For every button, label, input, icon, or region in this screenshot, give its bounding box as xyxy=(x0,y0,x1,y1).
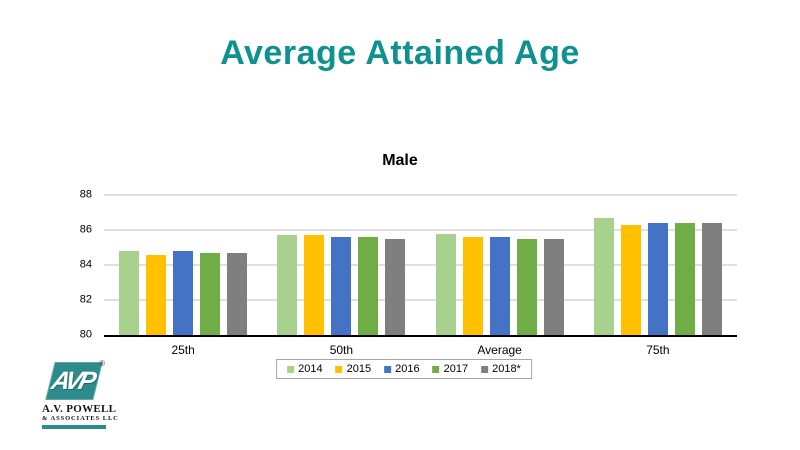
bar-2014-25th xyxy=(119,251,140,335)
category-label-50th: 50th xyxy=(329,343,354,357)
bar-2018-75th xyxy=(701,223,722,335)
bar-group-50th: 50th xyxy=(262,195,420,357)
y-axis-tick-88: 88 xyxy=(79,188,92,201)
legend-swatch-2016 xyxy=(384,365,392,373)
bar-2018-50th xyxy=(385,238,406,335)
chart-title: Male xyxy=(382,152,418,169)
page-title: Average Attained Age xyxy=(220,34,580,72)
gridline-84 xyxy=(104,264,737,266)
bar-2017-25th xyxy=(200,252,221,335)
legend-label-2014: 2014 xyxy=(298,363,323,375)
legend-label-2018: 2018* xyxy=(492,363,521,375)
avp-logo: AVP ® A.V. POWELL & ASSOCIATES LLC xyxy=(42,359,119,429)
category-label-average: Average xyxy=(477,343,522,357)
category-label-75th: 75th xyxy=(646,343,670,357)
legend: 2014 2015 2016 2017 2018* xyxy=(276,359,532,379)
bar-2018-average xyxy=(543,238,564,335)
legend-label-2017: 2017 xyxy=(443,363,469,375)
bar-2018-25th xyxy=(227,252,248,335)
gridline-82 xyxy=(104,299,737,301)
bar-group-75th: 75th xyxy=(579,195,737,357)
logo-company-suffix: & ASSOCIATES LLC xyxy=(42,415,119,423)
legend-item-2014: 2014 xyxy=(287,363,323,375)
logo-company-name: A.V. POWELL xyxy=(42,403,117,415)
bar-2014-average xyxy=(435,233,456,335)
bar-2017-50th xyxy=(358,237,379,335)
bar-2014-50th xyxy=(277,235,298,335)
bar-2017-75th xyxy=(674,223,695,335)
category-label-25th: 25th xyxy=(171,343,195,357)
bar-2014-75th xyxy=(593,217,614,335)
registered-trademark-symbol: ® xyxy=(99,359,105,368)
legend-swatch-2017 xyxy=(432,365,440,373)
y-axis-tick-86: 86 xyxy=(79,223,92,236)
avp-monogram-row: AVP ® xyxy=(42,359,106,402)
bar-2016-25th xyxy=(173,251,194,335)
bars-50th xyxy=(262,195,420,335)
bar-2015-25th xyxy=(146,254,167,335)
legend-swatch-2014 xyxy=(287,365,295,373)
y-axis-tick-82: 82 xyxy=(79,293,92,306)
bars-25th xyxy=(104,195,262,335)
bar-2016-75th xyxy=(647,223,668,335)
legend-item-2015: 2015 xyxy=(335,363,372,375)
y-axis-tick-84: 84 xyxy=(79,258,92,271)
legend-label-2016: 2016 xyxy=(395,363,420,375)
bar-2015-50th xyxy=(304,235,325,335)
legend-swatch-2018 xyxy=(481,365,489,373)
y-axis-tick-80: 80 xyxy=(79,328,92,341)
bars-75th xyxy=(579,195,737,335)
logo-underline xyxy=(42,424,106,429)
bar-2016-50th xyxy=(331,237,352,335)
legend-item-2017: 2017 xyxy=(432,363,469,375)
avp-monogram-text: AVP xyxy=(48,366,97,395)
bar-2015-75th xyxy=(620,224,641,335)
bar-group-average: Average xyxy=(421,195,579,357)
bar-group-25th: 25th xyxy=(104,195,262,357)
gridline-88 xyxy=(104,194,737,196)
bar-2015-average xyxy=(462,237,483,335)
bars-average xyxy=(421,195,579,335)
legend-swatch-2015 xyxy=(335,365,343,373)
bar-groups: 25th 50th Average 75th xyxy=(104,195,737,357)
legend-item-2018: 2018* xyxy=(481,363,521,375)
plot-area: 80 82 84 86 88 25th 50th Average 75th xyxy=(80,189,737,357)
bar-2017-average xyxy=(516,238,537,335)
gridline-86 xyxy=(104,229,737,231)
bar-2016-average xyxy=(489,237,510,335)
avp-monogram-icon: AVP xyxy=(45,362,103,400)
legend-item-2016: 2016 xyxy=(384,363,420,375)
legend-label-2015: 2015 xyxy=(346,363,372,375)
